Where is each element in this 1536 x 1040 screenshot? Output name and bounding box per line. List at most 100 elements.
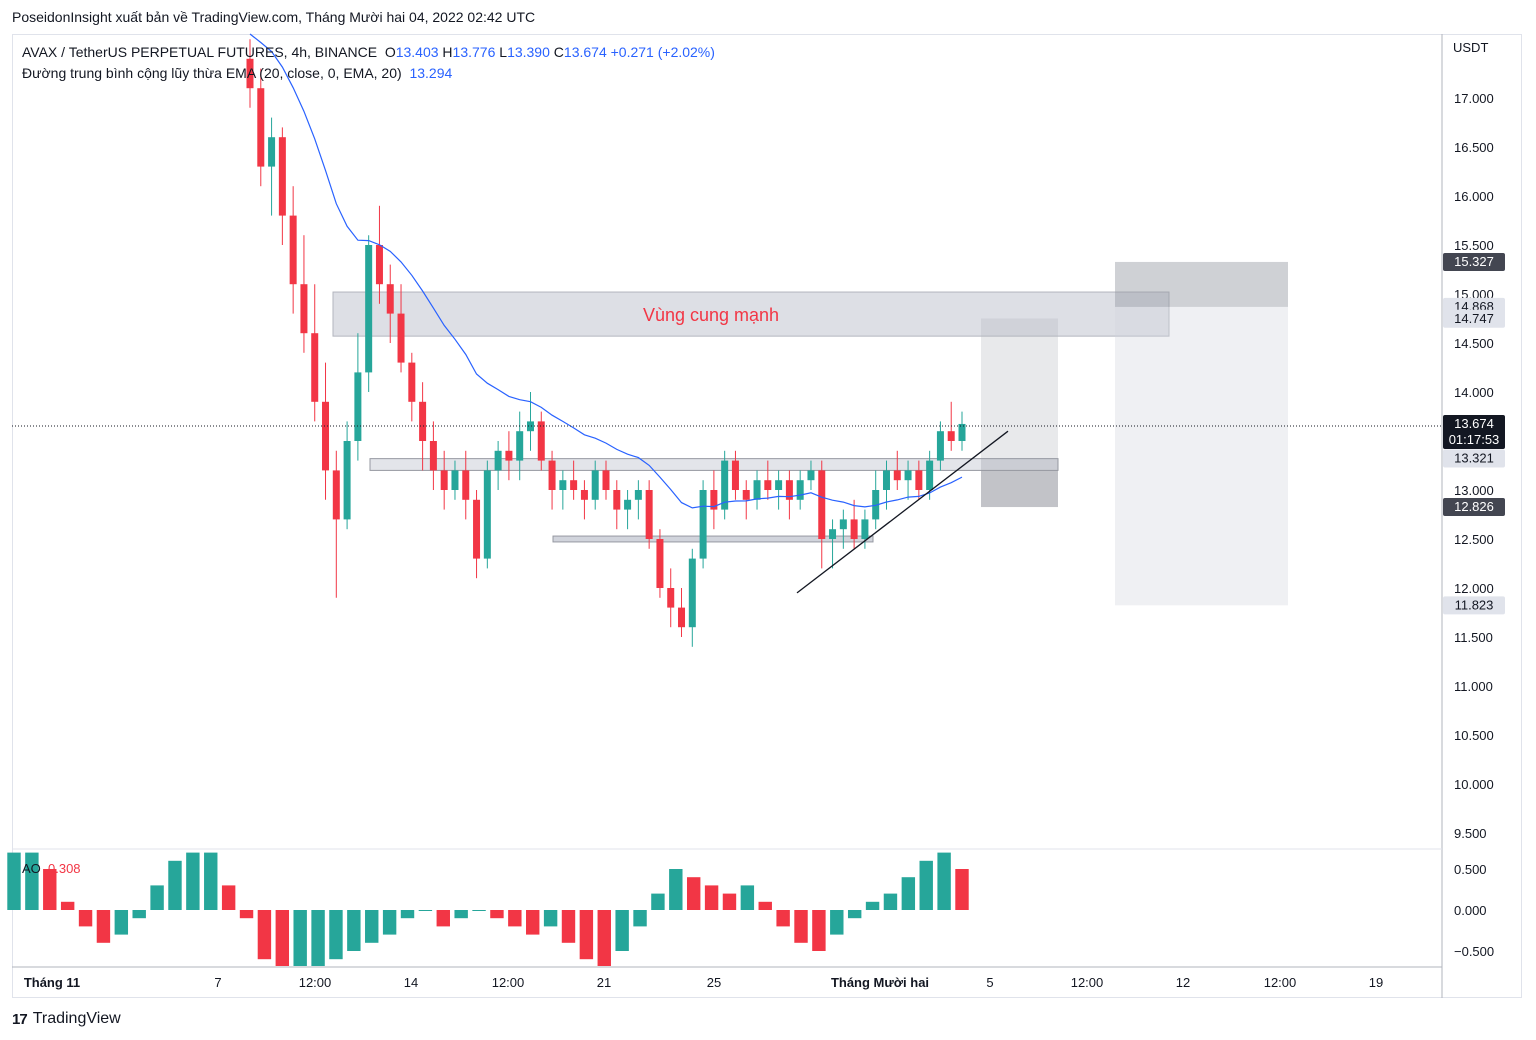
supply-zone-label: Vùng cung mạnh: [643, 305, 779, 325]
candle: [429, 421, 437, 490]
candle-body: [699, 490, 707, 559]
candle: [645, 480, 653, 549]
candle-body: [839, 519, 847, 530]
candle-body: [257, 88, 265, 167]
ao-bar: [847, 910, 862, 919]
x-tick-label: Tháng 11: [24, 975, 80, 990]
candle-body: [365, 245, 373, 373]
ao-bar: [508, 910, 522, 927]
footer-brand[interactable]: 17 TradingView: [12, 1010, 121, 1028]
ao-bar: [382, 910, 397, 935]
short-position-stop: [1115, 261, 1288, 307]
ao-bar: [436, 910, 450, 927]
x-tick-label: 12:00: [1071, 975, 1104, 990]
candle: [634, 480, 642, 520]
candle: [602, 460, 610, 500]
candle-body: [721, 460, 729, 510]
short-position-target: [1115, 306, 1288, 606]
ao-value: 0.308: [48, 861, 81, 876]
candle-body: [440, 470, 448, 490]
candle-body: [624, 499, 632, 510]
candle: [386, 264, 394, 343]
candle: [451, 460, 459, 500]
ao-bar: [865, 901, 880, 910]
y-tick-label: 12.000: [1454, 581, 1494, 596]
candle-body: [915, 470, 923, 490]
candle-body: [300, 284, 308, 334]
price-label-text: 15.327: [1454, 254, 1494, 269]
price-axis-label: 15.327: [1443, 252, 1505, 271]
ao-bar: [937, 852, 951, 910]
price-label-text: 13.321: [1454, 451, 1494, 466]
ao-bar: [7, 852, 21, 910]
ao-bar: [132, 910, 146, 919]
x-tick-label: 25: [707, 975, 721, 990]
y-tick-label: 9.500: [1454, 826, 1487, 841]
candle-body: [408, 362, 416, 402]
candle: [753, 470, 761, 510]
candle: [839, 509, 847, 549]
candle: [332, 450, 340, 598]
ema-value: 13.294: [409, 65, 453, 81]
candle-body: [893, 470, 901, 481]
y-tick-label: 13.000: [1454, 483, 1494, 498]
ao-tick-label: −0.500: [1454, 944, 1494, 959]
ao-bar: [347, 910, 361, 951]
candle-body: [311, 333, 319, 402]
ao-bar: [794, 910, 808, 943]
brand-name: TradingView: [32, 1010, 121, 1027]
tradingview-logo-icon: 17: [12, 1010, 28, 1028]
ao-bar: [78, 910, 93, 927]
candle-body: [645, 490, 653, 539]
candle: [246, 39, 254, 108]
candle: [591, 460, 599, 510]
candle-body: [926, 460, 934, 490]
candle-body: [494, 450, 502, 471]
ao-bar: [329, 910, 343, 960]
candle: [764, 460, 772, 500]
publish-header: PoseidonInsight xuất bản về TradingView.…: [12, 9, 536, 25]
candle-body: [419, 401, 427, 441]
candle: [688, 548, 696, 647]
ao-bar: [60, 901, 75, 910]
ao-bar: [722, 893, 737, 910]
candle-body: [678, 607, 686, 628]
candle-body: [829, 529, 837, 539]
candle: [958, 411, 966, 451]
symbol-label: AVAX / TetherUS PERPETUAL FUTURES, 4h, B…: [22, 44, 378, 60]
candle-body: [796, 480, 804, 500]
candle: [397, 284, 405, 373]
candle: [419, 382, 427, 471]
ema-label: Đường trung bình cộng lũy thừa EMA (20, …: [22, 65, 402, 81]
ao-bar: [96, 910, 111, 943]
candle-body: [473, 499, 481, 559]
x-tick-label: 12:00: [492, 975, 525, 990]
ascending-trendline: [796, 430, 1009, 594]
ao-bar: [543, 910, 558, 927]
candle: [408, 352, 416, 422]
candle: [829, 519, 837, 569]
candle-body: [850, 519, 858, 539]
ao-tick-label: 0.000: [1454, 903, 1487, 918]
candle-body: [483, 470, 491, 559]
candle: [872, 470, 880, 530]
candle-body: [268, 137, 276, 167]
chart-legend: AVAX / TetherUS PERPETUAL FUTURES, 4h, B…: [22, 42, 715, 84]
candle-body: [462, 470, 470, 500]
ao-bar: [472, 910, 486, 911]
ao-bar: [669, 869, 683, 910]
candle-body: [656, 539, 664, 588]
ema-row: Đường trung bình cộng lũy thừa EMA (20, …: [22, 63, 715, 84]
ao-bar: [597, 910, 611, 966]
price-label-bg: [1443, 449, 1505, 468]
candle-body: [591, 470, 599, 500]
ao-bar: [454, 910, 468, 919]
candle-body: [580, 490, 588, 500]
price-label-text: 13.674: [1454, 416, 1494, 431]
candle-body: [904, 470, 912, 481]
price-label-bg: [1443, 414, 1505, 449]
candle: [322, 362, 330, 500]
y-tick-label: 12.500: [1454, 532, 1494, 547]
ao-bar: [168, 860, 182, 910]
